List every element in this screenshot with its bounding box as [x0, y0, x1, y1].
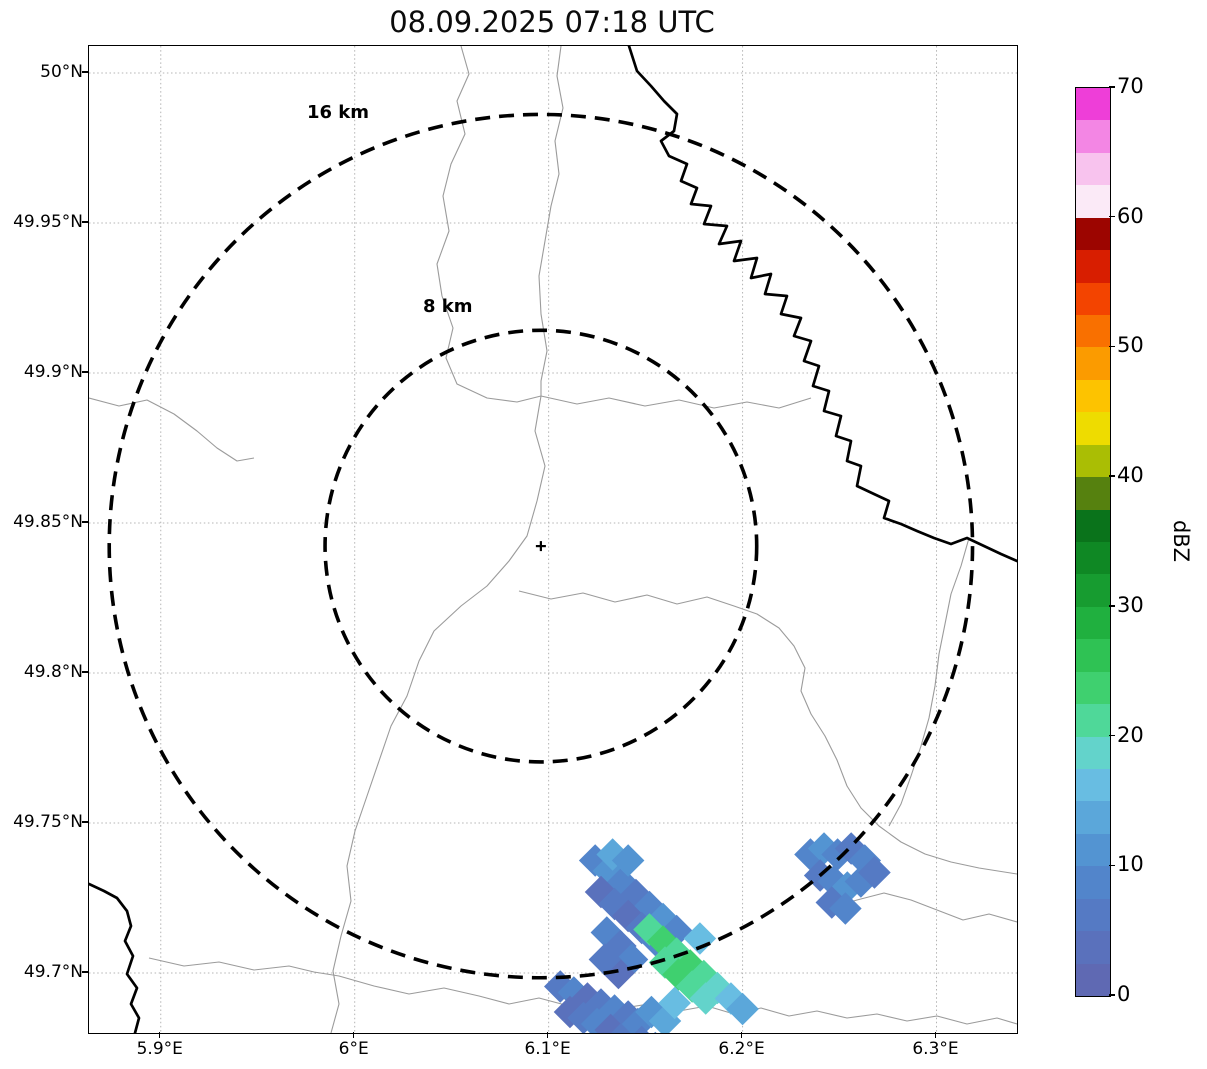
y-axis-tick-mark: [82, 521, 88, 523]
colorbar-axis-label: dBZ: [1169, 519, 1193, 563]
country-border-line: [89, 882, 141, 1033]
admin-boundary-line: [518, 590, 1017, 875]
colorbar-band: [1076, 315, 1110, 348]
range-ring-label: 8 km: [423, 296, 473, 317]
y-axis-tick-mark: [82, 71, 88, 73]
y-axis-tick-label: 49.85°N: [13, 512, 83, 532]
admin-boundary-line: [540, 395, 812, 409]
x-axis-tick-mark: [934, 1032, 937, 1038]
y-axis-tick-label: 49.9°N: [23, 362, 83, 382]
colorbar-tick-mark: [1109, 86, 1115, 88]
radar-echo-cell: [658, 986, 691, 1020]
map-plot-area: 16 km 8 km: [88, 45, 1018, 1034]
colorbar-band: [1076, 120, 1110, 153]
colorbar-band: [1076, 217, 1110, 251]
x-axis-tick-mark: [740, 1032, 743, 1038]
x-axis-tick-label: 6°E: [338, 1039, 369, 1059]
colorbar-band: [1076, 444, 1110, 478]
colorbar-tick-label: 20: [1117, 722, 1144, 747]
colorbar-tick-mark: [1109, 605, 1115, 607]
colorbar-tick-mark: [1109, 994, 1115, 996]
y-axis-tick-label: 49.75°N: [13, 812, 83, 832]
colorbar-tick-mark: [1109, 864, 1115, 866]
colorbar-band: [1076, 574, 1110, 607]
x-axis-tick-label: 6.3°E: [912, 1039, 959, 1059]
radar-echo-cell: [611, 844, 645, 877]
y-axis-tick-label: 49.8°N: [23, 662, 83, 682]
colorbar-band: [1076, 347, 1110, 380]
colorbar-tick-mark: [1109, 475, 1115, 477]
colorbar-band: [1076, 412, 1110, 445]
radar-echo-cell: [689, 982, 722, 1015]
x-axis-tick-label: 6.2°E: [718, 1039, 765, 1059]
admin-boundary-line: [888, 537, 970, 827]
colorbar-tick-mark: [1109, 734, 1115, 737]
radar-echo-cell: [594, 1013, 627, 1033]
colorbar-band: [1076, 542, 1110, 575]
y-axis-tick-mark: [82, 671, 88, 673]
x-axis-tick-mark: [159, 1032, 161, 1038]
colorbar-band: [1076, 379, 1110, 413]
country-border-line: [627, 46, 1017, 563]
colorbar-band: [1076, 833, 1110, 867]
colorbar-band: [1076, 671, 1110, 705]
range-ring-8km: [323, 328, 759, 764]
colorbar-tick-label: 10: [1117, 852, 1144, 877]
colorbar-tick-mark: [1109, 216, 1115, 218]
range-ring-label: 16 km: [307, 102, 369, 123]
colorbar: [1075, 87, 1111, 997]
colorbar-band: [1076, 282, 1110, 315]
colorbar-band: [1076, 639, 1110, 672]
y-axis-tick-mark: [82, 971, 88, 973]
radar-map-canvas: 16 km 8 km: [89, 46, 1017, 1033]
radar-echo-cell: [588, 943, 622, 976]
radar-echo-cell: [829, 892, 862, 925]
radar-echo-cell: [726, 992, 759, 1026]
y-axis-tick-mark: [82, 821, 88, 823]
colorbar-tick-label: 60: [1117, 203, 1144, 228]
colorbar-tick-label: 0: [1117, 982, 1131, 1006]
colorbar-band: [1076, 250, 1110, 283]
x-axis-tick-mark: [352, 1032, 355, 1038]
x-axis-tick-label: 6.1°E: [524, 1039, 571, 1059]
colorbar-band: [1076, 477, 1110, 510]
colorbar-tick-mark: [1109, 345, 1115, 348]
colorbar-tick-label: 70: [1117, 74, 1144, 98]
y-axis-tick-mark: [82, 371, 88, 373]
admin-boundary-line: [828, 892, 1017, 923]
admin-boundary-line: [89, 397, 255, 462]
x-axis-tick-mark: [546, 1032, 549, 1038]
colorbar-band: [1076, 736, 1110, 769]
colorbar-tick-label: 40: [1117, 463, 1144, 488]
colorbar-band: [1076, 963, 1110, 996]
colorbar-band: [1076, 185, 1110, 218]
colorbar-band: [1076, 704, 1110, 737]
colorbar-band: [1076, 509, 1110, 542]
colorbar-band: [1076, 801, 1110, 834]
colorbar-band: [1076, 88, 1110, 121]
figure-title: 08.09.2025 07:18 UTC: [389, 5, 715, 39]
y-axis-tick-label: 49.95°N: [13, 212, 83, 232]
y-axis-tick-label: 49.7°N: [23, 962, 83, 982]
colorbar-band: [1076, 898, 1110, 932]
colorbar-band: [1076, 606, 1110, 640]
colorbar-tick-label: 30: [1117, 592, 1144, 617]
range-ring-16km: [107, 112, 975, 980]
colorbar-tick-label: 50: [1117, 333, 1144, 358]
x-axis-tick-label: 5.9°E: [136, 1039, 183, 1059]
colorbar-band: [1076, 152, 1110, 186]
y-axis-tick-mark: [82, 221, 88, 223]
colorbar-band: [1076, 866, 1110, 899]
colorbar-band: [1076, 931, 1110, 964]
admin-boundary-line: [436, 46, 542, 403]
admin-boundary-line: [330, 395, 546, 1033]
y-axis-tick-label: 50°N: [40, 62, 83, 82]
colorbar-band: [1076, 769, 1110, 802]
admin-boundary-line: [538, 46, 564, 396]
colorbar-gradient: [1076, 88, 1110, 996]
radar-echo-cell: [858, 856, 891, 889]
radar-echo-cell: [683, 922, 717, 955]
